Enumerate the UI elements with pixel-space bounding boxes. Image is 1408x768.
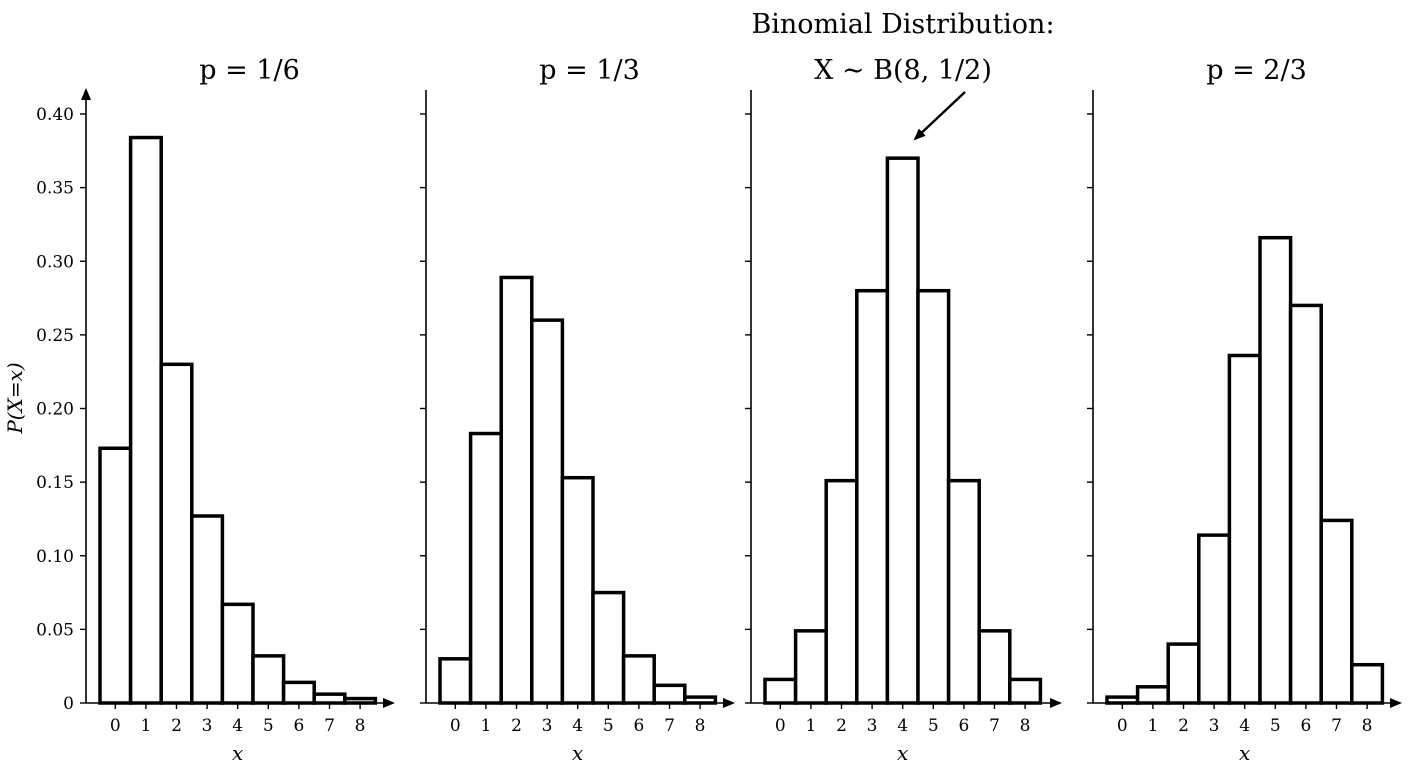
bar-x3 bbox=[190, 514, 225, 705]
x-tick-label: 0 bbox=[450, 716, 461, 736]
y-axis-label: P(X=x) bbox=[3, 362, 27, 434]
x-tick-label: 1 bbox=[1147, 716, 1158, 736]
x-tick-label: 7 bbox=[324, 716, 335, 736]
bar-x6 bbox=[281, 680, 316, 705]
annotation-title: Binomial Distribution: bbox=[751, 9, 1054, 40]
bar-x0 bbox=[438, 657, 473, 705]
y-tick-label: 0.40 bbox=[36, 105, 74, 125]
panel-title: p = 1/6 bbox=[199, 55, 300, 86]
chart-panel-2: p = 1/3 0 1 2 3 4 5 6 7 8 x bbox=[420, 55, 735, 765]
bar-x8 bbox=[1350, 662, 1385, 705]
bar-x3 bbox=[855, 288, 890, 705]
y-tick-label: 0.10 bbox=[36, 547, 74, 567]
panel-title: p = 2/3 bbox=[1206, 55, 1307, 86]
chart-panel-1: p = 1/6 0 0.05 0.10 0.15 0.20 0.25 0.30 0.35 0.40… bbox=[3, 55, 395, 765]
bar-x8 bbox=[683, 695, 718, 705]
annotation-formula: X ∼ B(8, 1/2) bbox=[814, 55, 992, 86]
chart-panels: p = 1/6 0 0.05 0.10 0.15 0.20 0.25 0.30 0.35 0.40… bbox=[3, 55, 1402, 765]
x-tick-label: 3 bbox=[202, 716, 213, 736]
bar-x2 bbox=[499, 275, 534, 705]
bar-x2 bbox=[1166, 642, 1201, 705]
x-tick-label: 0 bbox=[110, 716, 121, 736]
x-tick-label: 5 bbox=[603, 716, 614, 736]
y-tick-label: 0.15 bbox=[36, 473, 74, 493]
bar-x0 bbox=[763, 677, 798, 705]
x-tick-label: 2 bbox=[171, 716, 182, 736]
y-tick-label: 0.05 bbox=[36, 620, 74, 640]
bar-x3 bbox=[530, 318, 565, 705]
x-tick-label: 2 bbox=[836, 716, 847, 736]
panel-title: p = 1/3 bbox=[539, 55, 640, 86]
bar-x4 bbox=[1227, 353, 1262, 705]
bar-x8 bbox=[343, 696, 378, 705]
bar-x6 bbox=[946, 478, 981, 705]
x-tick-label: 2 bbox=[1178, 716, 1189, 736]
bar-x0 bbox=[1105, 695, 1140, 705]
x-tick-label: 6 bbox=[633, 716, 644, 736]
x-tick-label: 8 bbox=[1020, 716, 1031, 736]
x-tick-label: 6 bbox=[958, 716, 969, 736]
x-tick-label: 2 bbox=[511, 716, 522, 736]
bar-x1 bbox=[468, 431, 503, 705]
x-tick-label: 4 bbox=[1239, 716, 1250, 736]
bar-x7 bbox=[312, 692, 347, 705]
x-tick-label: 7 bbox=[989, 716, 1000, 736]
x-tick-label: 6 bbox=[1300, 716, 1311, 736]
x-axis-label: x bbox=[232, 741, 243, 765]
bar-x8 bbox=[1008, 677, 1043, 705]
bar-x5 bbox=[1258, 235, 1293, 705]
bar-x4 bbox=[885, 156, 920, 705]
x-tick-label: 1 bbox=[805, 716, 816, 736]
bar-x7 bbox=[1319, 518, 1354, 705]
y-tick-label: 0 bbox=[63, 694, 74, 714]
x-tick-label: 4 bbox=[897, 716, 908, 736]
x-tick-label: 7 bbox=[1331, 716, 1342, 736]
x-axis-label: x bbox=[572, 741, 583, 765]
x-tick-label: 8 bbox=[1362, 716, 1373, 736]
y-tick-label: 0.35 bbox=[36, 179, 74, 199]
annotation: Binomial Distribution: X ∼ B(8, 1/2) bbox=[751, 9, 1055, 141]
bar-x7 bbox=[977, 629, 1012, 705]
y-tick-label: 0.20 bbox=[36, 400, 74, 420]
bar-x3 bbox=[1197, 533, 1232, 705]
bar-x2 bbox=[824, 478, 859, 705]
x-tick-label: 3 bbox=[867, 716, 878, 736]
x-tick-label: 3 bbox=[542, 716, 553, 736]
x-tick-label: 5 bbox=[263, 716, 274, 736]
x-tick-label: 4 bbox=[232, 716, 243, 736]
y-tick-label: 0.25 bbox=[36, 326, 74, 346]
x-tick-label: 3 bbox=[1209, 716, 1220, 736]
x-tick-label: 5 bbox=[1270, 716, 1281, 736]
bar-x1 bbox=[793, 629, 828, 705]
chart-panel-4: p = 2/3 0 1 2 3 4 5 6 7 8 x bbox=[1087, 55, 1402, 765]
bar-x4 bbox=[560, 475, 595, 705]
annotation-arrow bbox=[913, 91, 966, 141]
x-axis-label: x bbox=[1239, 741, 1250, 765]
bar-x5 bbox=[251, 654, 286, 705]
bar-x5 bbox=[591, 590, 626, 705]
x-tick-label: 1 bbox=[480, 716, 491, 736]
x-tick-label: 7 bbox=[664, 716, 675, 736]
bar-x2 bbox=[159, 362, 194, 705]
x-tick-label: 0 bbox=[775, 716, 786, 736]
bar-x1 bbox=[1135, 685, 1170, 705]
x-tick-label: 6 bbox=[293, 716, 304, 736]
x-tick-label: 1 bbox=[140, 716, 151, 736]
x-tick-label: 8 bbox=[355, 716, 366, 736]
x-tick-label: 8 bbox=[695, 716, 706, 736]
x-tick-label: 5 bbox=[928, 716, 939, 736]
x-tick-label: 0 bbox=[1117, 716, 1128, 736]
chart-panel-3: 0 1 2 3 4 5 6 7 8 x bbox=[745, 90, 1062, 765]
x-axis-label: x bbox=[897, 741, 908, 765]
bar-x0 bbox=[98, 446, 133, 705]
bar-x6 bbox=[621, 654, 656, 705]
bar-x4 bbox=[220, 602, 255, 705]
bar-x6 bbox=[1288, 303, 1323, 705]
bar-x1 bbox=[128, 135, 163, 705]
bar-x5 bbox=[916, 288, 951, 705]
y-tick-label: 0.30 bbox=[36, 252, 74, 272]
bar-x7 bbox=[652, 683, 687, 705]
x-tick-label: 4 bbox=[572, 716, 583, 736]
